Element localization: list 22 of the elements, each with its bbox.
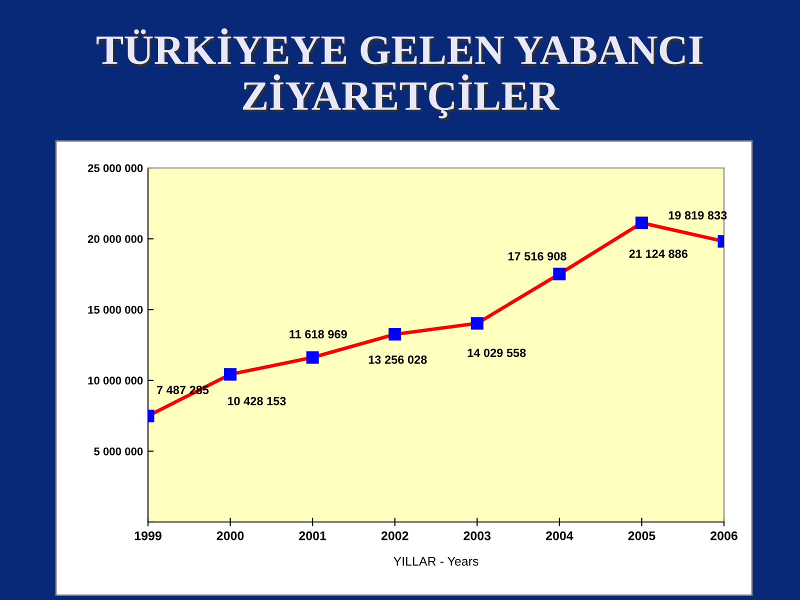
data-label: 13 256 028: [368, 355, 427, 364]
y-tick-label: 15 000 000: [88, 306, 143, 314]
x-tick-label: 2000: [216, 531, 244, 540]
y-tick-label: 20 000 000: [88, 235, 143, 243]
x-axis-title: YILLAR - Years: [394, 557, 478, 566]
data-label: 19 819 833: [668, 211, 727, 220]
chart-title: TÜRKİYEYE GELEN YABANCI ZİYARETÇİLER: [98, 30, 704, 121]
y-tick-label: 10 000 000: [88, 376, 143, 385]
x-tick-label: 2005: [628, 531, 656, 540]
data-label: 17 516 908: [508, 252, 566, 260]
y-tick-label: 25 000 000: [88, 164, 143, 172]
x-tick-label: 2003: [464, 531, 491, 540]
x-tick-label: 2001: [299, 531, 326, 540]
data-label: 21 124 886: [629, 250, 688, 258]
data-label: 14 029 558: [468, 348, 526, 358]
x-tick-label: 2002: [381, 531, 408, 540]
x-tick-label: 2006: [710, 531, 738, 540]
data-label: 11 618 969: [290, 330, 347, 338]
x-tick-label: 2004: [546, 531, 574, 540]
x-tick-label: 1999: [134, 531, 162, 540]
data-label: 10 428 153: [228, 396, 286, 406]
y-tick-label: 5 000 000: [94, 447, 143, 456]
